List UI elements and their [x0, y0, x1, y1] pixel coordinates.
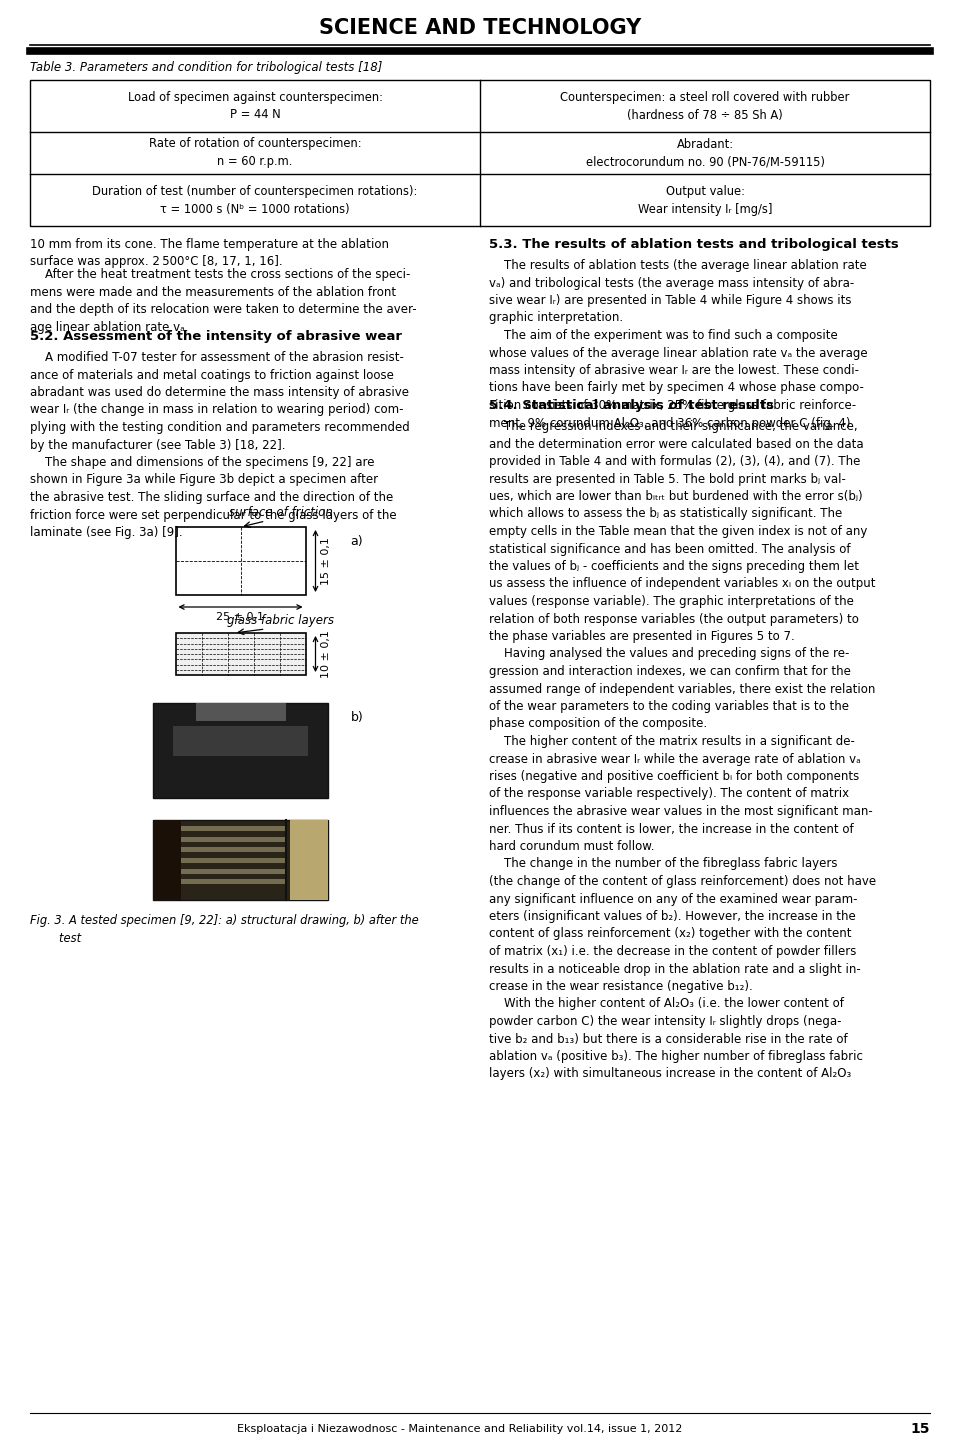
Text: Eksploatacja i Niezawodnosc - Maintenance and Reliability vol.14, issue 1, 2012: Eksploatacja i Niezawodnosc - Maintenanc…	[237, 1423, 683, 1434]
Text: After the heat treatment tests the cross sections of the speci-
mens were made a: After the heat treatment tests the cross…	[30, 268, 417, 334]
Bar	[153, 820, 328, 900]
Text: Counterspecimen: a steel roll covered with rubber
(hardness of 78 ÷ 85 Sh A): Counterspecimen: a steel roll covered wi…	[561, 90, 850, 122]
Bar	[181, 826, 286, 831]
Bar	[181, 847, 286, 852]
Bar	[181, 879, 286, 884]
Bar	[153, 820, 181, 900]
Text: b): b)	[350, 711, 363, 724]
Text: Duration of test (number of counterspecimen rotations):
τ = 1000 s (Nᵇ = 1000 ro: Duration of test (number of counterspeci…	[92, 184, 418, 216]
Text: Output value:
Wear intensity Iᵣ [mg/s]: Output value: Wear intensity Iᵣ [mg/s]	[637, 184, 772, 216]
Text: 15 ± 0,1: 15 ± 0,1	[321, 537, 330, 585]
Text: SCIENCE AND TECHNOLOGY: SCIENCE AND TECHNOLOGY	[319, 17, 641, 38]
Bar	[181, 869, 286, 874]
Text: 5.2. Assessment of the intensity of abrasive wear: 5.2. Assessment of the intensity of abra…	[30, 329, 402, 342]
Text: 10 mm from its cone. The flame temperature at the ablation
surface was approx. 2: 10 mm from its cone. The flame temperatu…	[30, 238, 389, 268]
Text: 15: 15	[910, 1422, 930, 1436]
Bar	[181, 858, 286, 863]
Text: Rate of rotation of counterspecimen:
n = 60 r.p.m.: Rate of rotation of counterspecimen: n =…	[149, 138, 361, 168]
Bar	[196, 702, 285, 721]
Bar	[153, 702, 328, 798]
Text: Fig. 3. A tested specimen [9, 22]: a) structural drawing, b) after the
        t: Fig. 3. A tested specimen [9, 22]: a) st…	[30, 914, 419, 945]
Bar	[173, 726, 308, 756]
Bar	[176, 527, 305, 595]
Text: Table 3. Parameters and condition for tribological tests [18]: Table 3. Parameters and condition for tr…	[30, 61, 382, 74]
Bar	[30, 80, 930, 226]
Text: Load of specimen against counterspecimen:
P = 44 N: Load of specimen against counterspecimen…	[128, 90, 382, 122]
Text: glass fabric layers: glass fabric layers	[227, 614, 334, 627]
Text: 25 ± 0,1: 25 ± 0,1	[217, 612, 265, 622]
Text: 5.3. The results of ablation tests and tribological tests: 5.3. The results of ablation tests and t…	[489, 238, 899, 251]
Text: a): a)	[350, 535, 363, 548]
Text: The results of ablation tests (the average linear ablation rate
vₐ) and tribolog: The results of ablation tests (the avera…	[489, 258, 868, 429]
Bar	[181, 837, 286, 842]
Bar	[290, 820, 328, 900]
Text: 10 ± 0,1: 10 ± 0,1	[321, 630, 330, 678]
Text: Abradant:
electrocorundum no. 90 (PN-76/M-59115): Abradant: electrocorundum no. 90 (PN-76/…	[586, 138, 825, 168]
Text: A modified T-07 tester for assessment of the abrasion resist-
ance of materials : A modified T-07 tester for assessment of…	[30, 351, 410, 538]
Text: surface of friction: surface of friction	[228, 506, 332, 519]
Text: The regression indexes and their significance, the variance,
and the determinati: The regression indexes and their signifi…	[489, 419, 876, 1081]
Text: 5.4. Statistical analysis of test results: 5.4. Statistical analysis of test result…	[489, 399, 774, 412]
Bar	[176, 633, 305, 675]
